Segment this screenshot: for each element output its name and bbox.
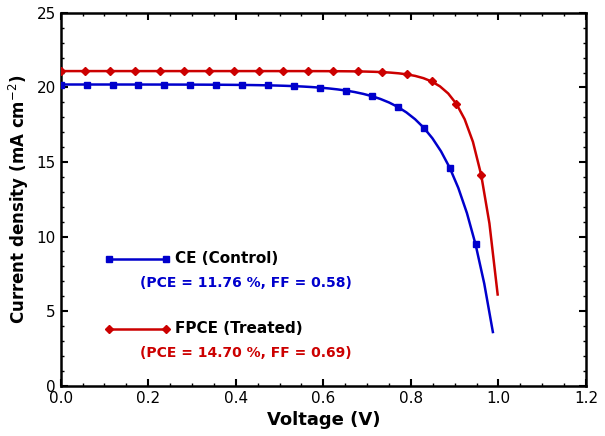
Text: (PCE = 14.70 %, FF = 0.69): (PCE = 14.70 %, FF = 0.69) [140,346,351,360]
Text: CE (Control): CE (Control) [174,252,278,266]
Text: FPCE (Treated): FPCE (Treated) [174,321,302,337]
Text: (PCE = 11.76 %, FF = 0.58): (PCE = 11.76 %, FF = 0.58) [140,276,352,290]
X-axis label: Voltage (V): Voltage (V) [267,411,380,429]
Y-axis label: Current density (mA cm$^{-2}$): Current density (mA cm$^{-2}$) [7,75,31,324]
